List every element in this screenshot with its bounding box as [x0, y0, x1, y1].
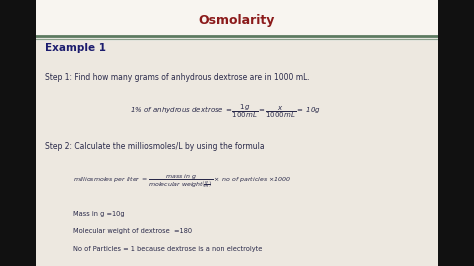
FancyBboxPatch shape [0, 0, 36, 266]
Text: Step 1: Find how many grams of anhydrous dextrose are in 1000 mL.: Step 1: Find how many grams of anhydrous… [45, 73, 310, 82]
Text: milliosmoles per liter $= \dfrac{mass\ in\ g}{molecular\ weight\!\left(\frac{g}{: milliosmoles per liter $= \dfrac{mass\ i… [73, 172, 292, 190]
Text: 1% of anhydrous dextrose $=\!\dfrac{1g}{100mL}=\dfrac{x}{1000mL}=$ 10$g$: 1% of anhydrous dextrose $=\!\dfrac{1g}{… [130, 103, 321, 120]
FancyBboxPatch shape [36, 41, 438, 266]
Text: Mass in g =10g: Mass in g =10g [73, 211, 125, 217]
Text: Example 1: Example 1 [45, 43, 106, 53]
Text: No of Particles = 1 because dextrose is a non electrolyte: No of Particles = 1 because dextrose is … [73, 246, 263, 252]
Text: Step 2: Calculate the milliosmoles/L by using the formula: Step 2: Calculate the milliosmoles/L by … [45, 142, 264, 151]
Text: Osmolarity: Osmolarity [199, 14, 275, 27]
FancyBboxPatch shape [36, 0, 438, 41]
Text: Molecular weight of dextrose  =180: Molecular weight of dextrose =180 [73, 228, 192, 234]
FancyBboxPatch shape [438, 0, 474, 266]
